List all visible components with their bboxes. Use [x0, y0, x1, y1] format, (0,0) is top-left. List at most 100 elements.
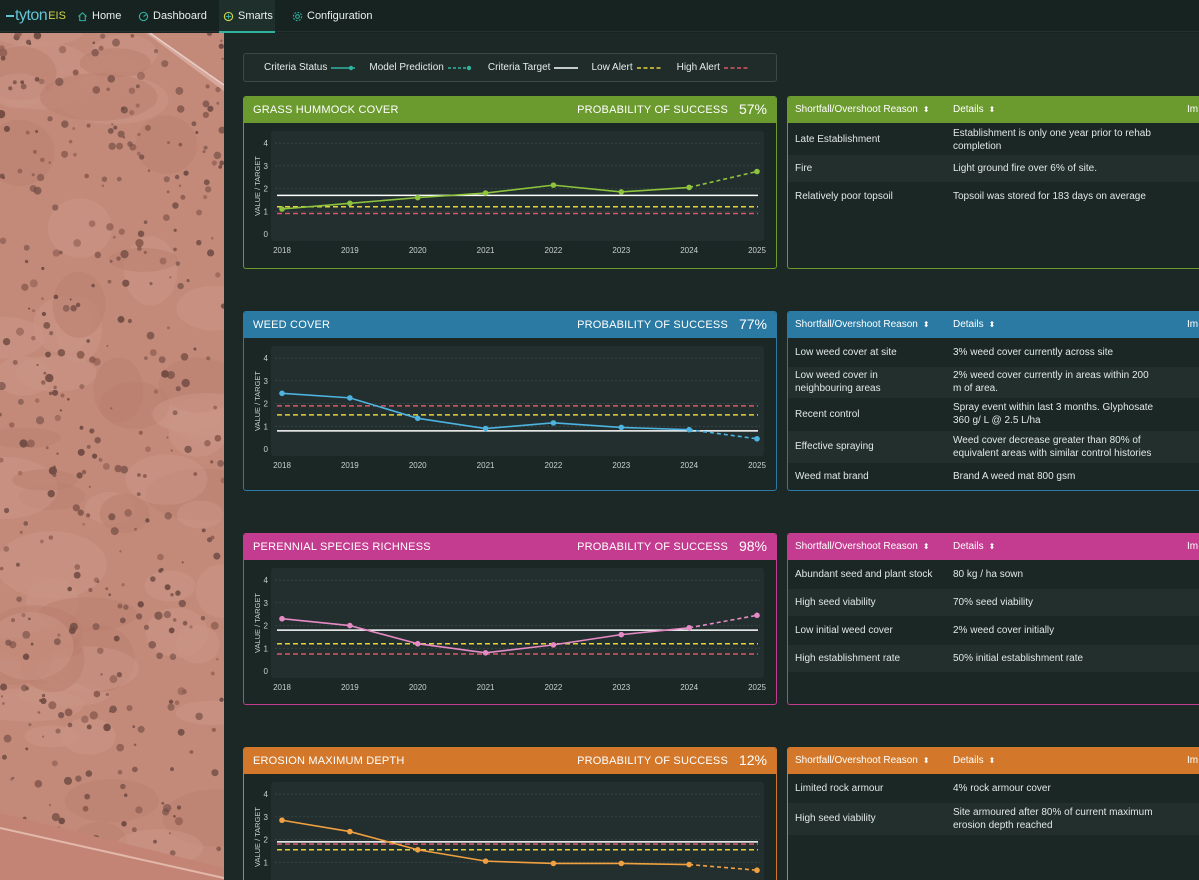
details-cell: 80 kg / ha sown — [953, 569, 1024, 580]
perennial-species-richness-reasons-table: Shortfall/Overshoot Reason ⬍ Details ⬍ Im … — [787, 533, 1199, 705]
table-row[interactable]: Low weed cover at site 3% weed cover cur… — [788, 339, 1199, 366]
details-column-header[interactable]: Details ⬍ — [953, 755, 995, 766]
legend-label: Criteria Target — [487, 62, 551, 73]
impact-column-header[interactable]: Im — [1187, 319, 1199, 330]
smarts-icon — [223, 11, 234, 21]
table-row[interactable]: Fire Light ground fire over 6% of site. — [788, 155, 1199, 182]
data-point[interactable] — [279, 615, 285, 622]
home-icon — [78, 11, 87, 21]
data-point[interactable] — [482, 190, 489, 196]
sort-icon[interactable]: ⬍ — [988, 542, 996, 551]
reason-column-header[interactable]: Shortfall/Overshoot Reason ⬍ — [795, 319, 930, 330]
reason-column-header[interactable]: Shortfall/Overshoot Reason ⬍ — [795, 755, 930, 766]
data-point[interactable] — [414, 194, 421, 201]
sort-icon[interactable]: ⬍ — [922, 756, 930, 765]
data-point[interactable] — [279, 206, 285, 212]
data-point[interactable] — [754, 867, 760, 874]
impact-column-header[interactable]: Im — [1187, 755, 1199, 766]
data-point[interactable] — [414, 640, 421, 647]
nav-dashboard[interactable]: Dashboard — [134, 0, 210, 32]
nav-home[interactable]: Home — [72, 0, 126, 32]
table-row[interactable]: Weed mat brand Brand A weed mat 800 gsm — [788, 464, 1199, 490]
details-column-header[interactable]: Details ⬍ — [953, 541, 995, 552]
model-prediction-line — [689, 428, 758, 440]
data-point[interactable] — [414, 846, 421, 853]
data-point[interactable] — [550, 642, 557, 648]
details-cell: Topsoil was stored for 183 days on avera… — [953, 191, 1146, 202]
data-point[interactable] — [279, 817, 285, 824]
data-point[interactable] — [618, 860, 625, 867]
sort-icon[interactable]: ⬍ — [922, 542, 930, 551]
sort-icon[interactable]: ⬍ — [922, 105, 930, 114]
table-row[interactable]: Abundant seed and plant stock 80 kg / ha… — [788, 561, 1199, 588]
table-row[interactable]: Late Establishment Establishment is only… — [788, 124, 1199, 154]
data-point[interactable] — [618, 189, 625, 195]
data-point[interactable] — [754, 168, 760, 175]
table-row[interactable]: Effective spraying Weed cover decrease g… — [788, 431, 1199, 463]
details-cell: Spray event within last 3 months. Glypho… — [953, 402, 1154, 426]
data-point[interactable] — [618, 631, 625, 638]
data-point[interactable] — [618, 424, 625, 431]
sort-icon[interactable]: ⬍ — [988, 756, 996, 765]
data-point[interactable] — [347, 395, 353, 401]
impact-column-header[interactable]: Im — [1187, 541, 1199, 552]
details-cell: Weed cover decrease greater than 80% of … — [953, 435, 1152, 459]
data-point[interactable] — [550, 860, 557, 867]
table-row[interactable]: High seed viability Site armoured after … — [788, 803, 1199, 835]
solid-line-icon — [554, 66, 579, 69]
data-point[interactable] — [347, 828, 353, 835]
table-row[interactable]: Limited rock armour 4% rock armour cover — [788, 775, 1199, 802]
data-point[interactable] — [347, 622, 353, 629]
data-point[interactable] — [482, 650, 489, 656]
x-tick-label: 2024 — [680, 246, 698, 255]
data-point[interactable] — [754, 612, 760, 619]
sort-icon[interactable]: ⬍ — [922, 320, 930, 329]
reason-column-header[interactable]: Shortfall/Overshoot Reason ⬍ — [795, 104, 930, 115]
details-cell: Establishment is only one year prior to … — [953, 128, 1151, 152]
sort-icon[interactable]: ⬍ — [988, 320, 996, 329]
nav-home-label: Home — [92, 10, 122, 22]
details-column-header[interactable]: Details ⬍ — [953, 104, 995, 115]
data-point[interactable] — [279, 390, 285, 397]
table-row[interactable]: Low initial weed cover 2% weed cover ini… — [788, 617, 1199, 644]
column-header-label: Details — [953, 319, 984, 330]
aerial-site-image[interactable] — [0, 33, 224, 880]
data-point[interactable] — [754, 435, 760, 442]
data-point[interactable] — [482, 858, 489, 864]
impact-column-header[interactable]: Im — [1187, 104, 1199, 115]
reason-column-header[interactable]: Shortfall/Overshoot Reason ⬍ — [795, 541, 930, 552]
data-point[interactable] — [550, 420, 557, 426]
app-logo[interactable]: tyton EIS — [6, 6, 66, 26]
criteria-line-chart[interactable]: 0123420182019202020212022202320242025VAL… — [244, 774, 776, 880]
top-navigation: tyton EIS Home Dashboard Smarts Configura… — [0, 0, 1199, 33]
data-point[interactable] — [347, 200, 353, 207]
details-cell: Site armoured after 80% of current maxim… — [953, 807, 1153, 831]
details-cell: 50% initial establishment rate — [953, 653, 1084, 664]
table-row[interactable]: High establishment rate 50% initial esta… — [788, 645, 1199, 672]
table-row[interactable]: High seed viability 70% seed viability — [788, 589, 1199, 616]
column-header-label: Details — [953, 755, 984, 766]
data-point[interactable] — [414, 415, 421, 422]
sort-icon[interactable]: ⬍ — [988, 105, 996, 114]
table-row[interactable]: Recent control Spray event within last 3… — [788, 399, 1199, 430]
gear-icon — [292, 11, 303, 21]
x-tick-label: 2023 — [612, 683, 630, 692]
nav-configuration[interactable]: Configuration — [288, 0, 374, 32]
probability-value: 98% — [738, 538, 767, 554]
model-prediction-line — [689, 863, 758, 872]
data-point[interactable] — [482, 425, 489, 432]
legend-low-alert: Low Alert — [591, 62, 661, 73]
table-row[interactable]: Relatively poor topsoil Topsoil was stor… — [788, 183, 1199, 210]
data-point[interactable] — [550, 182, 557, 188]
x-tick-label: 2018 — [273, 683, 291, 692]
details-column-header[interactable]: Details ⬍ — [953, 319, 995, 330]
perennial-species-richness-chart-card: PERENNIAL SPECIES RICHNESS PROBABILITY O… — [243, 533, 777, 705]
probability-value: 77% — [738, 316, 767, 332]
x-tick-label: 2022 — [545, 246, 563, 255]
x-tick-label: 2022 — [545, 683, 563, 692]
table-row[interactable]: Low weed cover in neighbouring areas 2% … — [788, 367, 1199, 398]
nav-smarts[interactable]: Smarts — [219, 0, 275, 33]
